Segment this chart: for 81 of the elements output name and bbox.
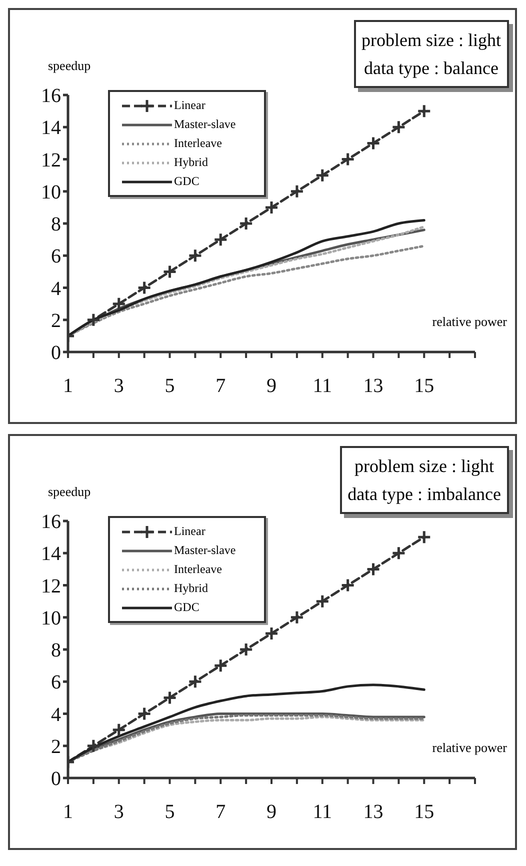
x-axis-title: relative power	[432, 740, 507, 756]
y-tick-label: 8	[51, 640, 61, 662]
x-tick-label: 3	[114, 801, 124, 824]
point	[366, 136, 380, 150]
y-tick-label: 2	[51, 310, 61, 332]
y-tick-label: 16	[41, 85, 61, 108]
x-tick-label: 11	[312, 801, 332, 824]
point	[188, 248, 202, 263]
x-tick-label: 9	[266, 801, 276, 824]
point	[391, 120, 406, 134]
legend-label: Hybrid	[174, 580, 209, 597]
y-tick-label: 10	[41, 181, 61, 204]
x-tick-label: 3	[114, 375, 124, 398]
x-tick-label: 15	[414, 801, 434, 824]
y-tick-label: 14	[41, 117, 61, 140]
y-tick-label: 16	[41, 511, 61, 534]
point	[366, 562, 380, 576]
text: data type : balance	[363, 57, 500, 80]
x-axis-title: relative power	[432, 314, 507, 330]
y-tick-label: 8	[51, 214, 61, 236]
y-tick-label: 6	[51, 246, 61, 268]
point	[340, 152, 356, 166]
y-tick-label: 12	[41, 149, 61, 172]
y-axis-title: speedup	[48, 484, 91, 500]
line-series	[68, 684, 426, 764]
point	[112, 296, 126, 312]
y-tick-label: 4	[51, 278, 61, 300]
y-tick-label: 10	[41, 607, 61, 630]
point	[290, 184, 304, 199]
point	[137, 280, 152, 295]
x-tick-label: 1	[63, 801, 73, 824]
point	[315, 168, 330, 183]
point	[86, 738, 101, 754]
legend-label: Hybrid	[174, 154, 209, 171]
legend-label: Master-slave	[174, 542, 237, 559]
point	[162, 690, 177, 705]
legend-label: Linear	[174, 523, 206, 540]
point	[213, 658, 228, 673]
legend-label: Interleave	[174, 135, 223, 152]
point	[238, 642, 254, 657]
point	[238, 216, 254, 231]
point	[264, 626, 279, 641]
y-tick-label: 2	[51, 736, 61, 758]
legend-label: Master-slave	[174, 116, 237, 133]
y-tick-label: 6	[51, 672, 61, 694]
legend-label: GDC	[174, 173, 200, 190]
y-tick-label: 4	[51, 704, 61, 726]
text: problem size : light	[362, 29, 501, 52]
x-tick-label: 5	[164, 375, 175, 398]
point	[112, 722, 126, 738]
x-tick-label: 11	[312, 375, 332, 398]
y-tick-label: 12	[41, 575, 61, 598]
x-tick-label: 13	[363, 801, 384, 824]
point	[188, 674, 202, 689]
y-tick-label: 0	[51, 342, 61, 364]
point	[213, 232, 228, 247]
text: problem size : light	[354, 455, 496, 478]
point	[416, 530, 432, 544]
y-tick-label: 0	[51, 768, 61, 790]
x-tick-label: 1	[63, 375, 73, 398]
point	[137, 706, 152, 721]
point	[391, 546, 406, 560]
point	[416, 104, 432, 118]
x-tick-label: 15	[414, 375, 434, 398]
x-tick-label: 13	[363, 375, 384, 398]
x-tick-label: 5	[164, 801, 175, 824]
point	[264, 200, 279, 215]
point	[86, 312, 101, 328]
legend-label: Linear	[174, 97, 206, 114]
x-tick-label: 9	[266, 375, 276, 398]
x-tick-label: 7	[216, 375, 226, 398]
y-tick-label: 14	[41, 543, 61, 566]
point	[340, 578, 356, 592]
legend-label: GDC	[174, 599, 200, 616]
legend-label: Interleave	[174, 561, 223, 578]
point	[162, 264, 177, 279]
point	[315, 594, 330, 609]
point	[290, 610, 304, 625]
x-tick-label: 7	[216, 801, 226, 824]
y-axis-title: speedup	[48, 58, 91, 74]
text: data type : imbalance	[348, 483, 501, 506]
